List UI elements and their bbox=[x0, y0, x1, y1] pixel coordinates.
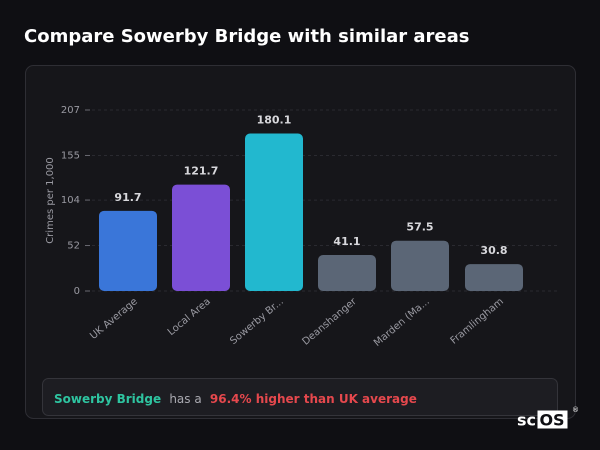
logo: sc OS ® bbox=[517, 406, 579, 430]
bar bbox=[465, 264, 523, 291]
value-label: 30.8 bbox=[480, 244, 507, 257]
y-tick-label: 0 bbox=[74, 286, 80, 297]
value-label: 180.1 bbox=[257, 114, 292, 127]
logo-box bbox=[537, 410, 568, 429]
page-title: Compare Sowerby Bridge with similar area… bbox=[24, 26, 470, 47]
y-tick-label: 104 bbox=[61, 195, 80, 206]
bar bbox=[99, 210, 157, 291]
summary-highlight: 96.4% higher than UK average bbox=[210, 392, 417, 406]
y-tick-label: 52 bbox=[67, 241, 80, 252]
bar bbox=[172, 184, 230, 291]
value-label: 41.1 bbox=[333, 235, 360, 248]
logo-boxed: OS bbox=[539, 411, 564, 430]
summary-text: has a bbox=[169, 392, 201, 406]
bar bbox=[391, 240, 449, 291]
value-label: 91.7 bbox=[114, 191, 141, 204]
y-axis-label: Crimes per 1,000 bbox=[45, 157, 56, 244]
y-tick-label: 155 bbox=[61, 150, 80, 161]
value-label: 57.5 bbox=[406, 221, 433, 234]
logo-prefix: sc bbox=[517, 411, 536, 430]
summary: Sowerby Bridge has a 96.4% higher than U… bbox=[54, 392, 417, 406]
summary-box bbox=[42, 378, 558, 416]
bar bbox=[245, 133, 303, 291]
logo-mark: ® bbox=[572, 406, 579, 414]
bar bbox=[318, 255, 376, 291]
summary-area: Sowerby Bridge bbox=[54, 392, 161, 406]
value-label: 121.7 bbox=[184, 165, 219, 178]
y-tick-label: 207 bbox=[61, 105, 80, 116]
